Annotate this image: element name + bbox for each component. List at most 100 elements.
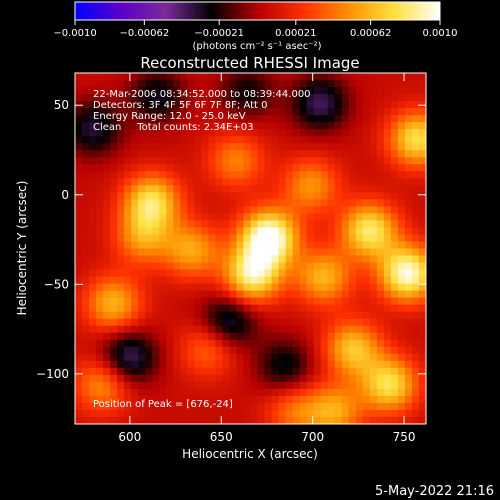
heatmap-cell: [145, 360, 153, 369]
heatmap-cell: [75, 311, 83, 320]
heatmap-cell: [159, 381, 167, 390]
heatmap-cell: [397, 157, 406, 165]
heatmap-cell: [201, 94, 209, 102]
heatmap-cell: [208, 346, 216, 355]
heatmap-cell: [96, 171, 104, 179]
heatmap-cell: [236, 178, 244, 186]
heatmap-cell: [117, 388, 125, 397]
heatmap-cell: [348, 157, 357, 165]
heatmap-cell: [355, 136, 364, 144]
heatmap-cell: [313, 122, 322, 130]
heatmap-cell: [75, 234, 83, 242]
heatmap-cell: [355, 395, 364, 404]
heatmap-cell: [215, 185, 223, 193]
heatmap-cell: [145, 353, 153, 362]
heatmap-cell: [166, 409, 174, 418]
heatmap-cell: [341, 276, 350, 284]
heatmap-cell: [82, 157, 90, 165]
heatmap-cell: [355, 255, 364, 263]
heatmap-cell: [96, 255, 104, 263]
heatmap-cell: [194, 164, 202, 172]
heatmap-cell: [180, 353, 188, 362]
heatmap-cell: [257, 395, 265, 404]
heatmap-cell: [250, 143, 258, 151]
heatmap-cell: [138, 304, 146, 313]
heatmap-cell: [278, 409, 286, 418]
heatmap-cell: [250, 283, 258, 292]
heatmap-cell: [397, 192, 406, 200]
annotation-time-range: 22-Mar-2006 08:34:52.000 to 08:39:44.000: [93, 89, 311, 100]
heatmap-cell: [355, 234, 364, 242]
heatmap-cell: [201, 171, 209, 179]
heatmap-cell: [201, 269, 209, 277]
heatmap-cell: [194, 241, 202, 249]
heatmap-cell: [82, 325, 90, 334]
heatmap-cell: [124, 122, 132, 130]
heatmap-cell: [271, 94, 279, 102]
heatmap-cell: [96, 395, 104, 404]
heatmap-cell: [313, 318, 322, 327]
heatmap-cell: [215, 402, 223, 411]
heatmap-cell: [180, 150, 188, 158]
heatmap-cell: [278, 87, 286, 95]
heatmap-cell: [222, 262, 230, 270]
heatmap-cell: [75, 325, 83, 334]
heatmap-cell: [124, 241, 132, 249]
heatmap-cell: [103, 220, 111, 228]
heatmap-cell: [362, 311, 371, 320]
heatmap-cell: [264, 199, 272, 207]
heatmap-cell: [208, 325, 216, 334]
heatmap-cell: [159, 339, 167, 348]
heatmap-cell: [264, 311, 272, 320]
heatmap-cell: [355, 143, 364, 151]
heatmap-cell: [194, 178, 202, 186]
heatmap-cell: [285, 283, 294, 292]
heatmap-cell: [103, 206, 111, 214]
heatmap-cell: [215, 290, 223, 299]
heatmap-cell: [271, 402, 279, 411]
heatmap-cell: [306, 129, 315, 137]
heatmap-cell: [369, 388, 378, 397]
heatmap-cell: [166, 206, 174, 214]
heatmap-cell: [285, 157, 294, 165]
heatmap-cell: [173, 311, 181, 320]
heatmap-cell: [383, 164, 392, 172]
heatmap-cell: [278, 227, 286, 235]
heatmap-cell: [117, 115, 125, 123]
heatmap-cell: [348, 213, 357, 221]
heatmap-cell: [208, 339, 216, 348]
heatmap-cell: [271, 213, 279, 221]
heatmap-cell: [159, 73, 167, 81]
heatmap-cell: [187, 269, 195, 277]
heatmap-cell: [299, 332, 308, 341]
heatmap-cell: [418, 136, 427, 144]
heatmap-cell: [411, 374, 420, 383]
heatmap-cell: [145, 199, 153, 207]
heatmap-cell: [334, 220, 343, 228]
heatmap-cell: [306, 73, 315, 81]
heatmap-cell: [362, 262, 371, 270]
heatmap-cell: [89, 374, 97, 383]
heatmap-cell: [166, 171, 174, 179]
heatmap-cell: [194, 129, 202, 137]
heatmap-cell: [271, 220, 279, 228]
heatmap-cell: [180, 227, 188, 235]
heatmap-cell: [271, 262, 279, 270]
heatmap-cell: [369, 290, 378, 299]
heatmap-cell: [131, 150, 139, 158]
heatmap-cell: [117, 290, 125, 299]
heatmap-cell: [355, 94, 364, 102]
heatmap-cell: [362, 416, 371, 425]
heatmap-cell: [229, 241, 237, 249]
heatmap-cell: [243, 157, 251, 165]
heatmap-cell: [257, 304, 265, 313]
heatmap-cell: [180, 199, 188, 207]
heatmap-cell: [208, 178, 216, 186]
heatmap-cell: [222, 164, 230, 172]
heatmap-cell: [313, 388, 322, 397]
heatmap-cell: [355, 115, 364, 123]
heatmap-cell: [138, 185, 146, 193]
heatmap-cell: [362, 283, 371, 292]
heatmap-cell: [96, 136, 104, 144]
x-tick-label: 650: [210, 430, 233, 444]
